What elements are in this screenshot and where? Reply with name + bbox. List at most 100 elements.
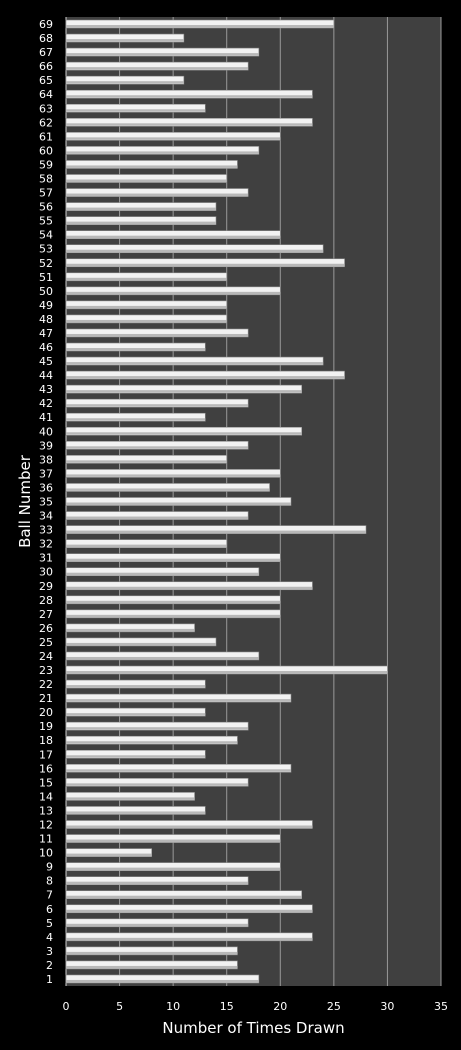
x-tick-labels: 0 5 10 15 20 25 30 35 [63,1000,449,1013]
bar [65,272,228,282]
bar [65,848,153,857]
y-tick-label: 33 [39,524,53,537]
bar [65,244,324,254]
bar-shade [66,207,216,211]
y-tick-label: 36 [39,481,53,494]
bar [65,398,249,408]
bar [65,511,249,520]
bar-shade [66,797,195,800]
y-tick-label: 30 [39,566,53,579]
bar [65,567,260,577]
bar-shade [66,305,227,309]
y-tick-label: 7 [46,889,53,902]
bar [65,960,238,970]
y-tick-label: 23 [39,664,53,677]
y-tick-label: 16 [39,762,53,775]
x-axis-title: Number of Times Drawn [162,1019,344,1037]
bar-shade [66,642,216,646]
bar-shade [66,979,259,983]
bar-shade [66,614,281,618]
bar-shade [66,221,216,225]
bar [65,932,313,942]
bar [65,651,260,661]
bar-shade [66,965,238,969]
bar [65,300,228,310]
bar-shade [66,951,238,955]
y-tick-label: 12 [39,819,53,832]
bar-shade [66,783,249,786]
y-tick-label: 6 [46,903,53,916]
x-tick-label: 5 [116,1000,123,1013]
y-tick-label: 40 [39,425,53,438]
bar [65,609,281,619]
y-tick-label: 66 [39,60,53,73]
bar [65,623,195,633]
bar-shade [66,867,281,871]
bar [65,469,281,478]
bar [65,455,228,464]
bar [65,890,303,900]
y-tick-label: 69 [39,18,53,31]
y-tick-label: 9 [46,861,53,874]
bar-shade [66,193,249,197]
bar [65,735,238,745]
bar-shade [66,81,184,84]
bar [65,19,335,29]
y-tick-label: 13 [39,804,53,817]
bar [65,202,217,211]
bar [65,904,313,914]
bar [65,146,260,155]
bar [65,806,206,815]
bar [65,974,260,984]
bar [65,483,270,492]
bar [65,174,228,183]
bar [65,665,388,675]
bar [65,384,303,394]
bar-shade [66,404,249,407]
bar-shade [66,235,281,239]
bar [65,749,206,759]
y-tick-label: 44 [39,369,53,382]
bar-shade [66,909,313,913]
bar-shade [66,699,291,702]
bar [65,721,249,731]
bar [65,160,238,169]
bar [65,693,292,703]
bar [65,47,260,57]
y-tick-label: 15 [39,776,53,789]
bar-shade [66,656,259,660]
y-tick-label: 43 [39,383,53,396]
bar [65,216,217,225]
bar-shade [66,727,249,730]
y-tick-label: 39 [39,439,53,452]
y-tick-label: 4 [46,931,53,944]
bar [65,118,313,127]
y-tick-label: 14 [39,790,53,803]
y-tick-label: 31 [39,552,53,565]
bar [65,342,206,352]
bar [65,918,249,928]
y-tick-label: 3 [46,945,53,958]
y-tick-label: 50 [39,285,53,298]
y-tick-label: 62 [39,116,53,129]
bar-shade [66,446,249,449]
bar [65,356,324,366]
x-tick-label: 20 [273,1000,287,1013]
bar-shade [66,67,249,70]
y-tick-label: 37 [39,467,53,480]
bar-shade [66,586,313,590]
bar-shade [66,558,281,562]
y-tick-label: 57 [39,187,53,200]
y-tick-label: 25 [39,636,53,649]
y-tick-label: 63 [39,102,53,115]
bar [65,553,281,562]
bar [65,525,367,534]
y-tick-label: 52 [39,257,53,270]
bar-shade [66,530,366,534]
bar-shade [66,179,227,182]
bar [65,820,313,829]
bar-shade [66,937,313,941]
y-tick-label: 29 [39,580,53,593]
x-tick-label: 15 [220,1000,234,1013]
